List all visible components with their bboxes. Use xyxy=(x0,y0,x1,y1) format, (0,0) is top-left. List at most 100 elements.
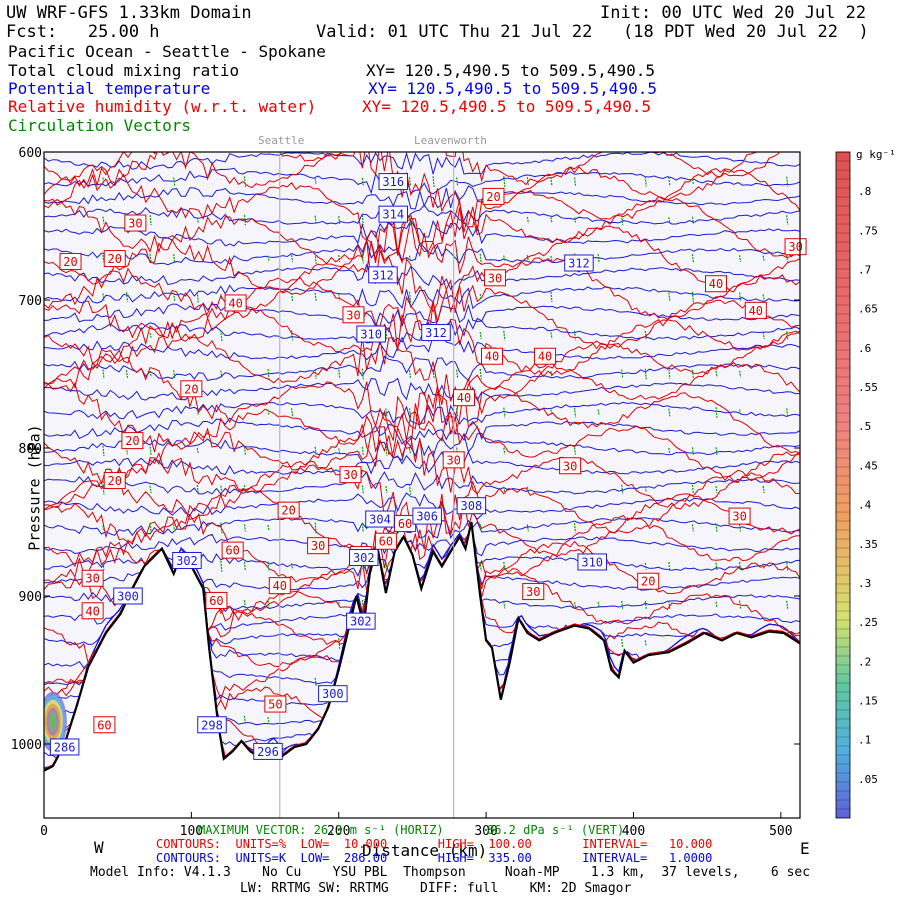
theta-contour-label: 298 xyxy=(201,718,223,732)
circulation-vector xyxy=(196,409,199,416)
rh-contour-label-box xyxy=(81,602,104,620)
circulation-vector xyxy=(432,369,435,379)
theta-contour-label-box xyxy=(253,742,283,760)
theta-contour-label-box xyxy=(378,205,409,223)
circulation-vector xyxy=(668,217,671,224)
circulation-vector xyxy=(385,446,388,456)
rh-contour xyxy=(44,196,800,273)
circulation-vector xyxy=(267,409,270,416)
circulation-vector xyxy=(290,255,294,263)
colorbar-tick-label: .25 xyxy=(858,616,878,629)
circulation-vector xyxy=(691,447,695,455)
circulation-vector xyxy=(479,253,482,264)
rh-contour-label: 30 xyxy=(311,539,325,553)
circulation-vector xyxy=(503,447,506,455)
theta-contour-label-box xyxy=(365,510,395,528)
circulation-vector xyxy=(715,485,718,493)
circulation-vector xyxy=(691,484,695,495)
theta-contour-label: 300 xyxy=(117,590,139,604)
circulation-vector xyxy=(196,447,199,454)
circulation-vector xyxy=(644,368,647,380)
circulation-vector xyxy=(220,485,223,494)
circulation-vector xyxy=(338,448,341,454)
circulation-vector xyxy=(456,408,459,417)
circulation-vector xyxy=(102,177,105,186)
circulation-vector xyxy=(361,523,364,533)
rh-contour-label: 30 xyxy=(563,459,577,473)
field-cloud-name: Total cloud mixing ratio xyxy=(8,61,240,80)
circulation-vector xyxy=(621,215,624,226)
field-theta-xy: XY= 120.5,490.5 to 509.5,490.5 xyxy=(368,79,657,98)
x-axis-title: Distance (km) xyxy=(362,841,488,860)
rh-contour-label-box xyxy=(93,716,116,734)
rh-contour-label: 20 xyxy=(125,434,139,448)
circulation-vector xyxy=(715,370,718,378)
theta-contour xyxy=(44,401,800,426)
circulation-vector xyxy=(338,601,341,608)
circulation-vector xyxy=(550,255,553,262)
field-rh-xy: XY= 120.5,490.5 to 509.5,490.5 xyxy=(362,97,651,116)
theta-contour-label: 308 xyxy=(461,499,483,513)
theta-contour xyxy=(44,263,800,291)
circulation-vector xyxy=(102,293,105,301)
rh-contour-label-box xyxy=(522,583,545,601)
valid-time: Valid: 01 UTC Thu 21 Jul 22 (18 PDT Wed … xyxy=(316,22,869,42)
theta-contour-label: 312 xyxy=(372,268,394,282)
theta-contour-label: 306 xyxy=(416,510,438,524)
theta-contour xyxy=(44,492,800,520)
rh-contour-label-box xyxy=(124,214,147,232)
circulation-vector xyxy=(149,215,152,226)
circulation-vector xyxy=(715,447,718,455)
circulation-vector xyxy=(314,522,317,534)
circulation-vector xyxy=(479,368,482,380)
rh-contour-label-box xyxy=(81,569,104,587)
theta-contour-label-box xyxy=(349,549,379,567)
rh-contour xyxy=(44,164,800,259)
colorbar-tick-label: .65 xyxy=(858,303,878,316)
colorbar-tick-label: .7 xyxy=(858,264,871,277)
theta-contour-label: 286 xyxy=(54,740,76,754)
init-time: Init: 00 UTC Wed 20 Jul 22 xyxy=(600,3,867,23)
circulation-vector xyxy=(267,369,270,379)
colorbar-tick-label: .35 xyxy=(858,538,878,551)
circulation-vector xyxy=(691,524,695,532)
circulation-vector xyxy=(385,561,388,571)
circulation-vector xyxy=(668,447,671,455)
theta-contour-label-box xyxy=(346,612,376,630)
rh-contour xyxy=(44,484,800,562)
rh-contour-label-box xyxy=(180,380,203,398)
rh-contour-label-box xyxy=(121,432,144,450)
circulation-vector xyxy=(715,562,718,571)
theta-contour-label-box xyxy=(564,254,594,272)
rh-contour-label: 40 xyxy=(485,350,499,364)
circulation-vector xyxy=(668,369,671,379)
rh-contour-label: 20 xyxy=(486,190,500,204)
circulation-vector xyxy=(173,524,176,532)
circulation-vector xyxy=(503,176,506,188)
theta-contour-label-box xyxy=(318,685,348,703)
rh-contour-label: 60 xyxy=(398,517,412,531)
rh-contour xyxy=(44,414,800,510)
field-cloud-xy: XY= 120.5,490.5 to 509.5,490.5 xyxy=(366,61,655,80)
rh-contour-label: 20 xyxy=(108,252,122,266)
y-axis-title: Pressure (hPa) xyxy=(25,424,44,551)
circulation-vector xyxy=(361,446,364,456)
theta-contour-label-box xyxy=(378,173,409,191)
circulation-vector xyxy=(738,370,742,378)
circulation-vector xyxy=(668,561,671,571)
theta-contour-label: 300 xyxy=(322,687,344,701)
rh-contour-label: 60 xyxy=(225,544,239,558)
forecast-hour: Fcst: 25.00 h xyxy=(6,22,160,42)
theta-contour-label: 302 xyxy=(176,554,198,568)
rh-contour-label: 40 xyxy=(538,350,552,364)
circulation-vector xyxy=(786,254,789,263)
label-leavenworth: Leavenworth xyxy=(414,134,487,147)
theta-contour xyxy=(44,219,800,247)
circulation-vector xyxy=(220,294,223,300)
theta-contour-label-box xyxy=(577,553,607,571)
x-tick-label: 200 xyxy=(327,824,350,839)
rh-contour-label-box xyxy=(559,457,582,475)
rh-contour-label: 20 xyxy=(184,382,198,396)
circulation-vector xyxy=(149,370,152,378)
